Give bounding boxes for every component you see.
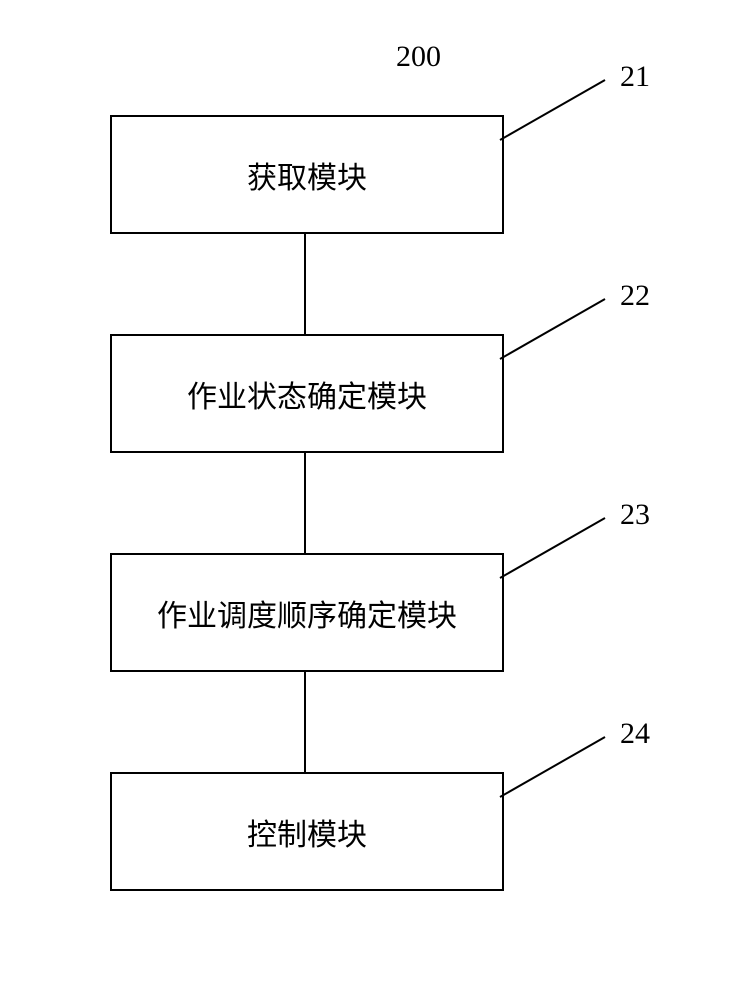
connector-n3-n4 (304, 670, 306, 772)
connector-n2-n3 (304, 451, 306, 553)
lead-line-n4 (0, 0, 753, 1000)
connector-n1-n2 (304, 232, 306, 334)
diagram-canvas: 200 获取模块21作业状态确定模块22作业调度顺序确定模块23控制模块24 (0, 0, 753, 1000)
ref-label-24: 24 (620, 717, 650, 751)
